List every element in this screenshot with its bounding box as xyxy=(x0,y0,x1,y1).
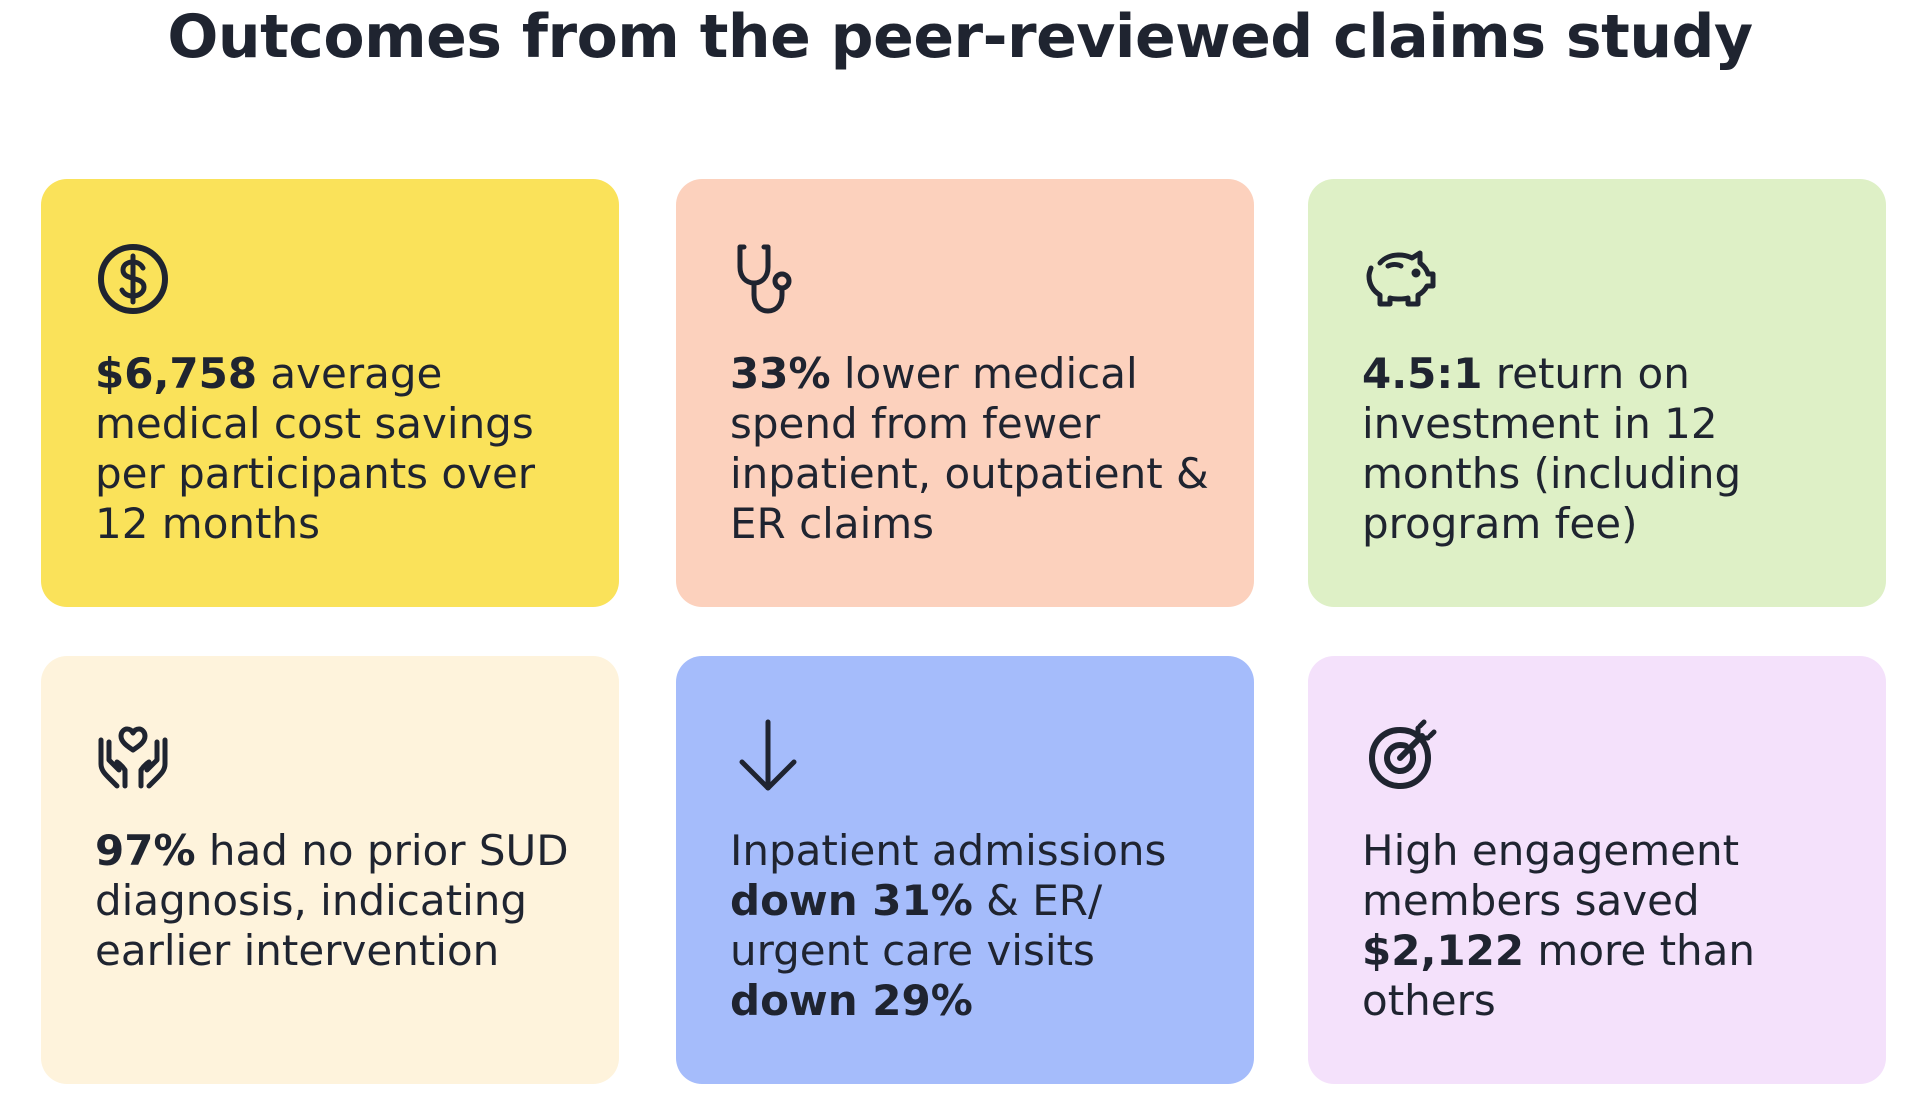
dollar-coin-icon xyxy=(93,239,173,319)
stat-card-lower-spend: 33% lower medical spend from fewer inpat… xyxy=(676,179,1254,607)
stat-text: High engagement members saved $2,122 mor… xyxy=(1362,826,1862,1026)
stat-body: more than others xyxy=(1362,926,1756,1025)
page-title: Outcomes from the peer-reviewed claims s… xyxy=(167,2,1753,72)
stat-text: 4.5:1 return on investment in 12 months … xyxy=(1362,349,1862,549)
stat-text: $6,758 average medical cost savings per … xyxy=(95,349,595,549)
stat-highlight: 4.5:1 xyxy=(1362,349,1483,398)
stat-card-cost-savings: $6,758 average medical cost savings per … xyxy=(41,179,619,607)
stat-body: return on investment in 12 months (inclu… xyxy=(1362,349,1742,548)
stat-body: had no prior SUD diagnosis, indicating e… xyxy=(95,826,569,975)
hands-heart-icon xyxy=(93,716,173,796)
stat-card-no-prior-diagnosis: 97% had no prior SUD diagnosis, indicati… xyxy=(41,656,619,1084)
target-icon xyxy=(1360,716,1440,796)
stat-highlight: $2,122 xyxy=(1362,926,1525,975)
stat-card-roi: 4.5:1 return on investment in 12 months … xyxy=(1308,179,1886,607)
stat-highlight: down 29% xyxy=(730,976,973,1025)
arrow-down-icon xyxy=(728,716,808,796)
stat-body: Inpatient admissions xyxy=(730,826,1167,875)
stat-body: & ER/ urgent care visits xyxy=(730,876,1103,975)
stat-card-admissions-down: Inpatient admissions down 31% & ER/ urge… xyxy=(676,656,1254,1084)
piggy-bank-icon xyxy=(1360,239,1440,319)
stat-text: 33% lower medical spend from fewer inpat… xyxy=(730,349,1230,549)
stat-highlight: $6,758 xyxy=(95,349,258,398)
stat-text: Inpatient admissions down 31% & ER/ urge… xyxy=(730,826,1230,1026)
stat-body: High engagement members saved xyxy=(1362,826,1740,925)
stat-highlight: 33% xyxy=(730,349,831,398)
stat-highlight: down 31% xyxy=(730,876,973,925)
stat-body: average medical cost savings per partici… xyxy=(95,349,536,548)
stat-highlight: 97% xyxy=(95,826,196,875)
stethoscope-icon xyxy=(728,239,808,319)
stat-card-high-engagement: High engagement members saved $2,122 mor… xyxy=(1308,656,1886,1084)
stat-body: lower medical spend from fewer inpatient… xyxy=(730,349,1209,548)
stat-text: 97% had no prior SUD diagnosis, indicati… xyxy=(95,826,595,976)
